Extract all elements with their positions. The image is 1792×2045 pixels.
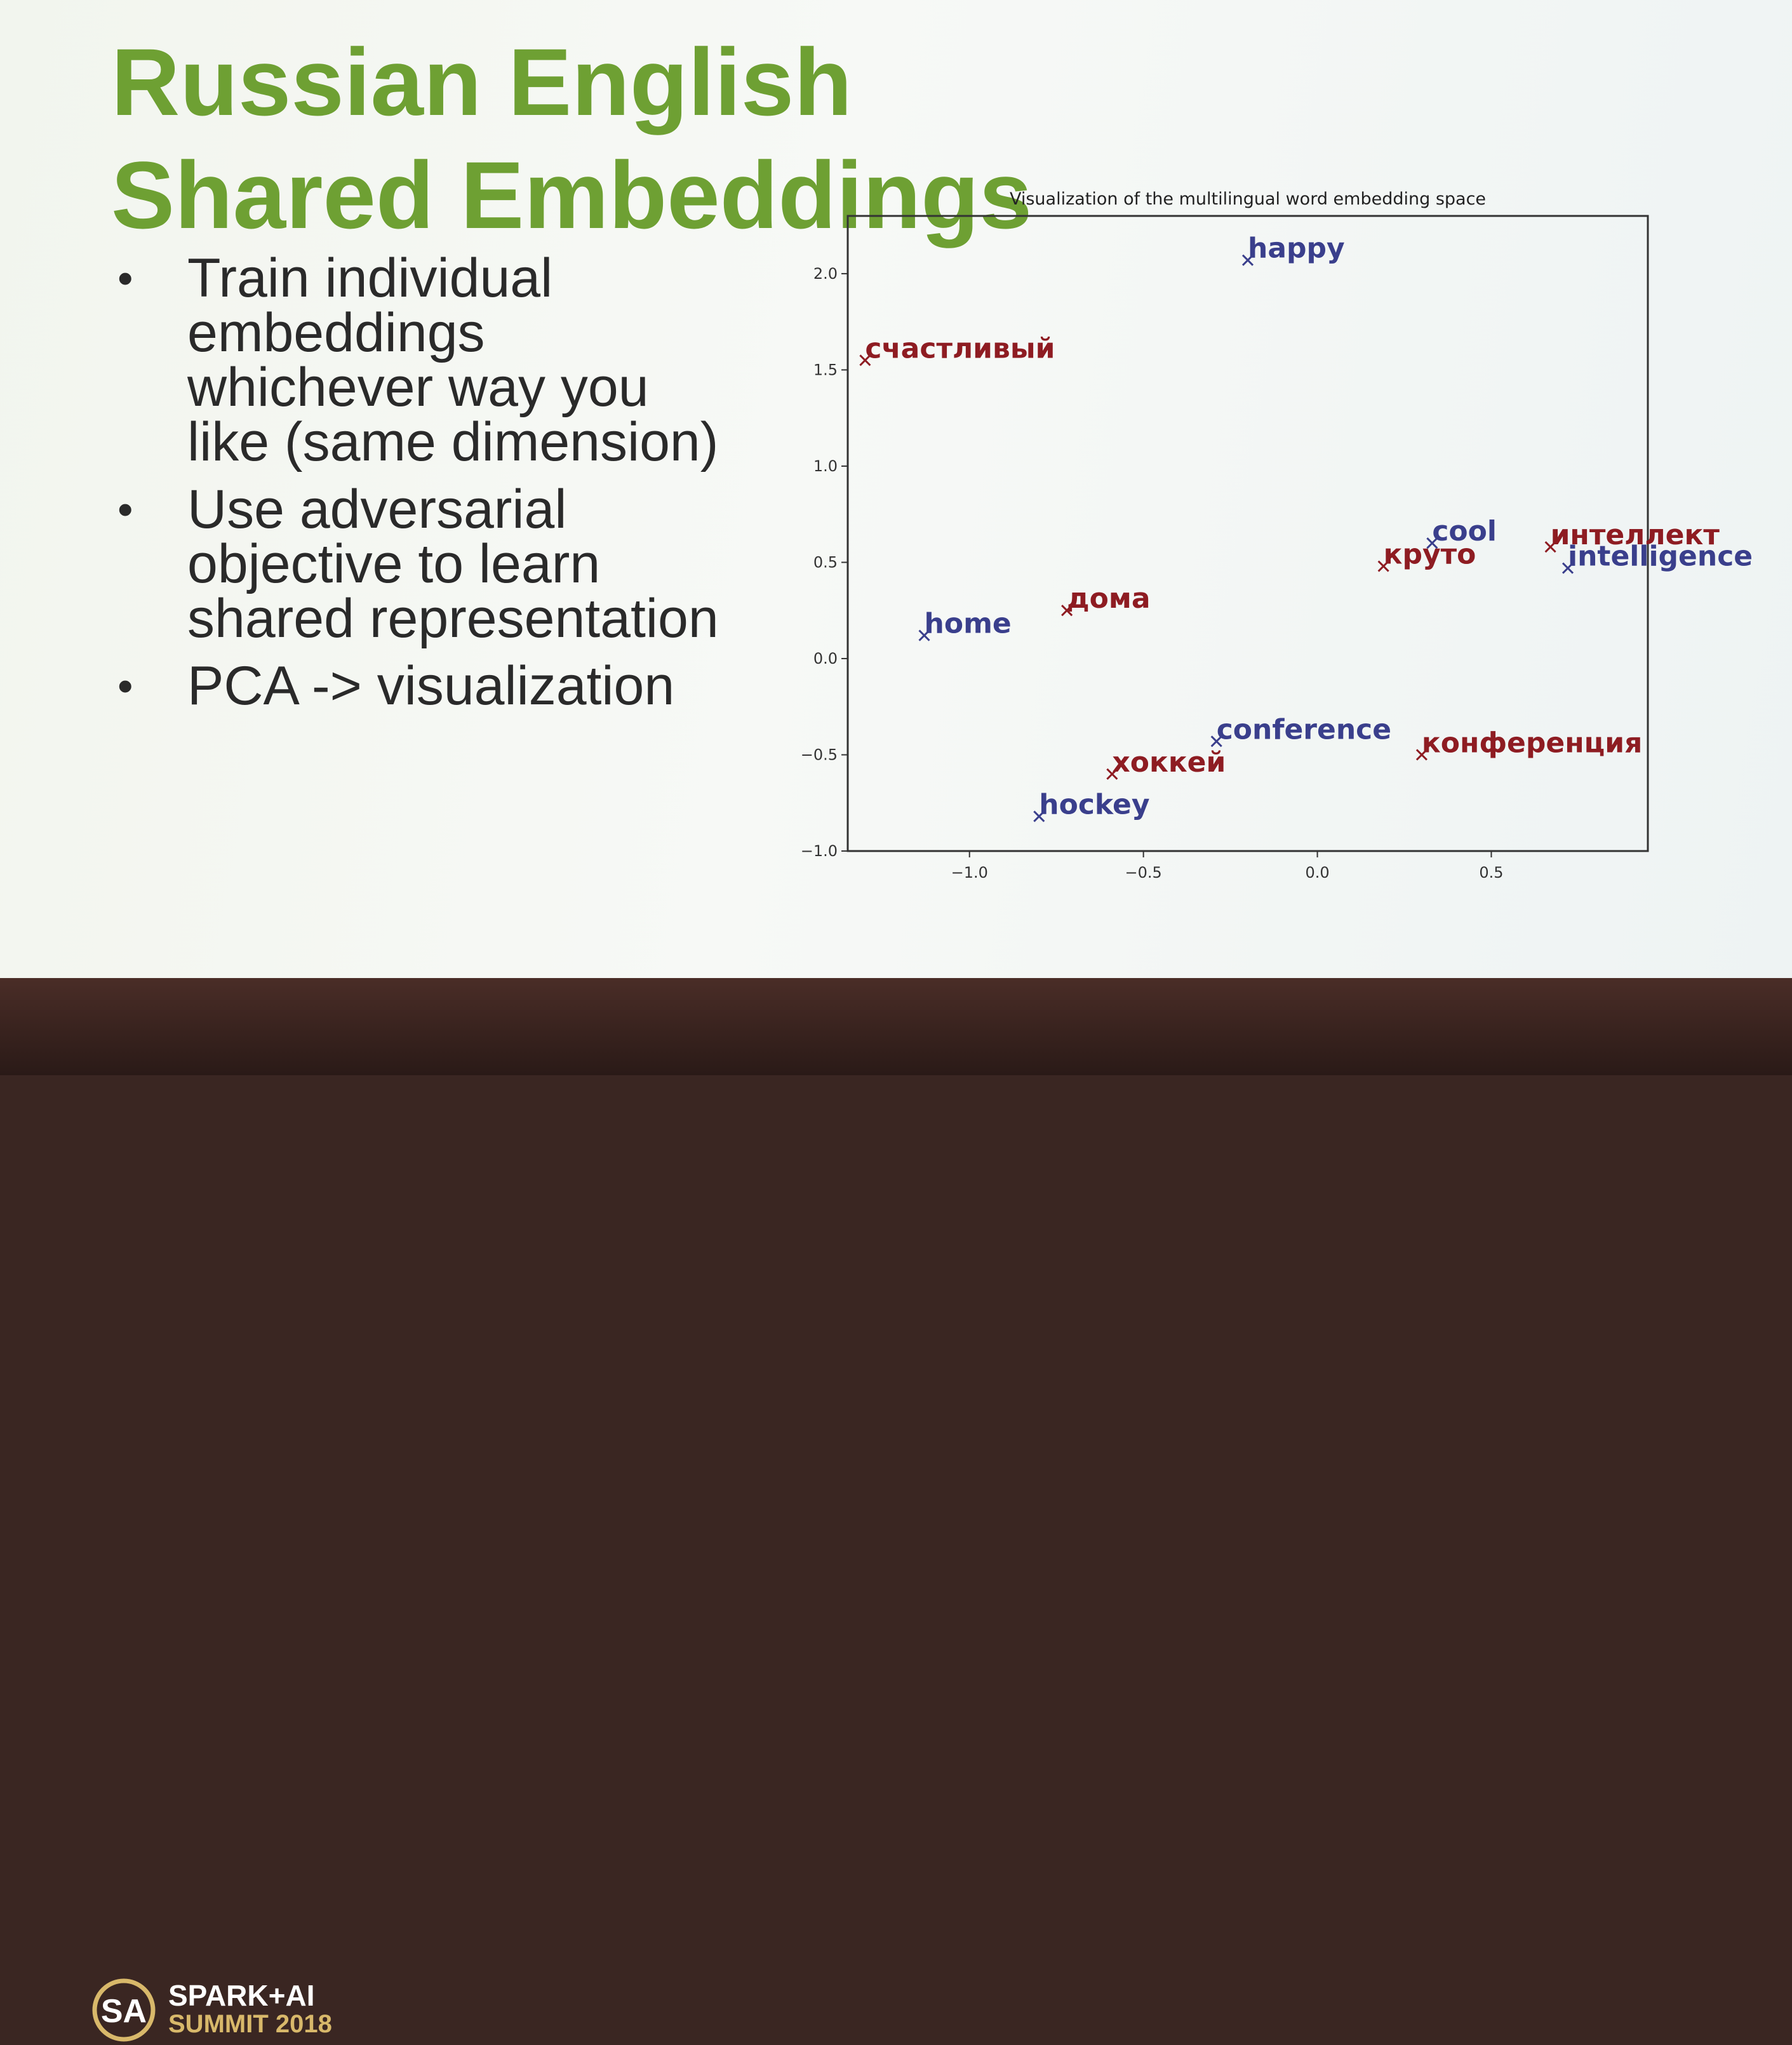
- bullet-dot: •: [117, 661, 133, 711]
- bullet-dot: •: [117, 485, 133, 534]
- data-point-label: счастливый: [865, 332, 1055, 365]
- bullet-item: • PCA -> visualization: [108, 659, 743, 713]
- bullet-list: • Train individual embeddings whichever …: [108, 251, 743, 726]
- axes-layer: −1.0 −0.5 0.0 0.5 −1.0 −0.5 0.0 0.5 1.0 1.5 2.0: [801, 265, 1504, 882]
- data-point-marker: [1561, 562, 1574, 574]
- data-point-marker: [1544, 541, 1556, 553]
- data-point-marker: [918, 629, 930, 641]
- y-tick-label: 0.0: [813, 650, 838, 667]
- y-tick-label: −0.5: [801, 746, 838, 763]
- data-point-marker: [859, 354, 871, 366]
- data-point-label: home: [925, 608, 1012, 640]
- data-point-label: хоккей: [1112, 746, 1226, 779]
- y-tick-label: 0.5: [813, 553, 838, 571]
- logo-text-primary: SPARK+AI: [168, 1979, 315, 2012]
- y-tick-label: −1.0: [801, 842, 838, 860]
- data-point-label: интеллект: [1551, 519, 1720, 551]
- data-point-marker: [1415, 749, 1428, 761]
- data-point-marker: [1377, 560, 1389, 572]
- embedding-scatter-chart: Visualization of the multilingual word e…: [801, 189, 1753, 882]
- x-tick-label: −0.5: [1125, 864, 1162, 882]
- slide: Russian English Shared Embeddings • Trai…: [0, 0, 1792, 978]
- bullet-text: Use adversarial objective to learn share…: [187, 479, 719, 649]
- slide-title: Russian English Shared Embeddings: [111, 29, 1033, 248]
- data-point-label: конференция: [1422, 727, 1642, 759]
- x-tick-label: 0.0: [1305, 864, 1329, 882]
- data-point-label: дома: [1067, 582, 1150, 615]
- y-tick-label: 2.0: [813, 265, 838, 283]
- data-point-label: conference: [1217, 713, 1391, 746]
- bullet-dot: •: [117, 253, 133, 303]
- bullet-item: • Use adversarial objective to learn sha…: [108, 482, 743, 646]
- data-point-label: intelligence: [1568, 540, 1753, 573]
- bullet-text: Train individual embeddings whichever wa…: [187, 248, 719, 473]
- data-point-label: cool: [1432, 515, 1497, 547]
- y-tick-label: 1.0: [813, 457, 838, 475]
- chart-title: Visualization of the multilingual word e…: [1010, 189, 1486, 209]
- bullet-text: PCA -> visualization: [187, 655, 675, 716]
- data-point-marker: [1061, 605, 1073, 617]
- x-tick-label: 0.5: [1479, 864, 1503, 882]
- data-point-label: круто: [1384, 539, 1476, 571]
- bottom-bar: SA SPARK+AI SUMMIT 2018: [0, 978, 1792, 2042]
- data-point-marker: [1241, 254, 1254, 266]
- y-tick-label: 1.5: [813, 361, 838, 379]
- data-point-label: happy: [1248, 232, 1345, 265]
- data-point-marker: [1426, 537, 1438, 549]
- svg-text:SA: SA: [101, 1993, 147, 2030]
- data-point-label: hockey: [1039, 788, 1149, 821]
- bullet-item: • Train individual embeddings whichever …: [108, 251, 743, 469]
- logo-text-secondary: SUMMIT 2018: [168, 2010, 332, 2038]
- data-point-marker: [1106, 768, 1118, 780]
- data-point-marker: [1033, 810, 1045, 822]
- data-point-marker: [1210, 735, 1222, 748]
- x-tick-label: −1.0: [951, 864, 988, 882]
- spark-ai-logo-icon: SA: [92, 1978, 156, 2042]
- plot-frame: [846, 215, 1649, 852]
